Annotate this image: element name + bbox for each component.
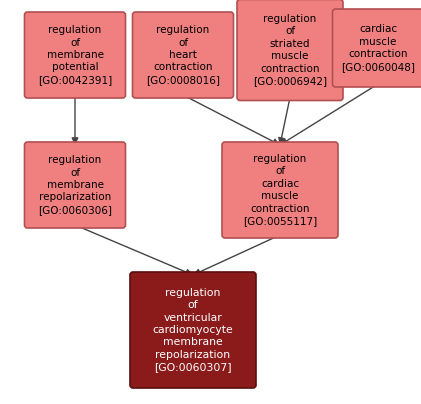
FancyBboxPatch shape <box>130 272 256 388</box>
Text: regulation
of
ventricular
cardiomyocyte
membrane
repolarization
[GO:0060307]: regulation of ventricular cardiomyocyte … <box>153 288 233 372</box>
Text: cardiac
muscle
contraction
[GO:0060048]: cardiac muscle contraction [GO:0060048] <box>341 24 415 72</box>
FancyBboxPatch shape <box>133 12 234 98</box>
Text: regulation
of
membrane
repolarization
[GO:0060306]: regulation of membrane repolarization [G… <box>38 155 112 215</box>
FancyBboxPatch shape <box>333 9 421 87</box>
Text: regulation
of
heart
contraction
[GO:0008016]: regulation of heart contraction [GO:0008… <box>146 25 220 85</box>
FancyBboxPatch shape <box>222 142 338 238</box>
FancyBboxPatch shape <box>24 142 125 228</box>
Text: regulation
of
striated
muscle
contraction
[GO:0006942]: regulation of striated muscle contractio… <box>253 14 327 86</box>
FancyBboxPatch shape <box>237 0 343 101</box>
Text: regulation
of
cardiac
muscle
contraction
[GO:0055117]: regulation of cardiac muscle contraction… <box>243 154 317 226</box>
Text: regulation
of
membrane
potential
[GO:0042391]: regulation of membrane potential [GO:004… <box>38 25 112 85</box>
FancyBboxPatch shape <box>24 12 125 98</box>
